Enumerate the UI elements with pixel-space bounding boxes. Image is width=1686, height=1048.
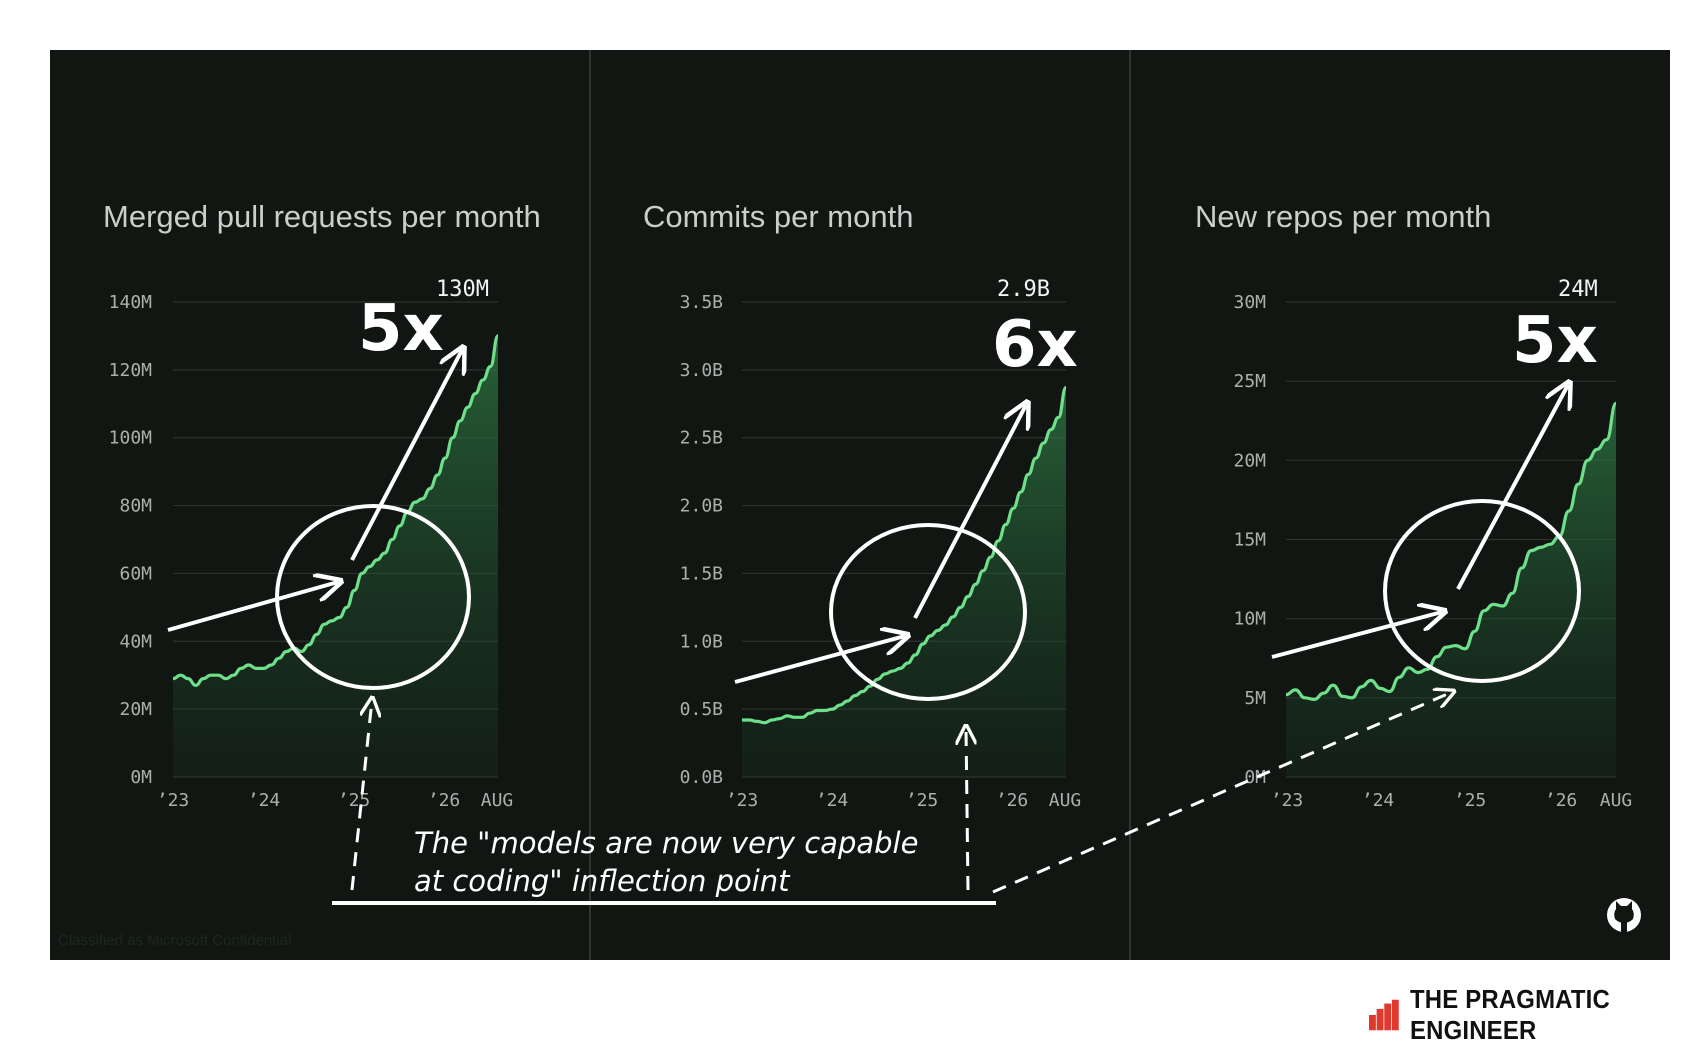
x-tick-label: ’24 bbox=[248, 790, 281, 811]
highlight-circle bbox=[829, 523, 1027, 701]
trend-arrow bbox=[913, 405, 1026, 619]
x-tick-label: ’25 bbox=[906, 790, 939, 811]
y-tick-label: 0.0B bbox=[680, 767, 723, 788]
x-tick-label: ’23 bbox=[157, 790, 190, 811]
dashed-pointer bbox=[966, 728, 968, 891]
y-tick-label: 2.5B bbox=[680, 428, 723, 449]
y-tick-label: 3.0B bbox=[680, 360, 723, 381]
x-tick-label: ’23 bbox=[1271, 790, 1304, 811]
y-tick-label: 40M bbox=[119, 631, 152, 652]
multiplier-label: 5x bbox=[1512, 304, 1598, 378]
x-tick-label: AUG bbox=[1600, 790, 1633, 811]
series-line bbox=[742, 385, 1068, 725]
x-tick-label: ’24 bbox=[816, 790, 849, 811]
x-tick-label: ’24 bbox=[1362, 790, 1395, 811]
x-tick-label: ’26 bbox=[996, 790, 1029, 811]
x-tick-label: ’26 bbox=[428, 790, 461, 811]
y-tick-label: 20M bbox=[119, 699, 152, 720]
annotation-note-line2: at coding" inflection point bbox=[414, 864, 791, 898]
series-line bbox=[172, 334, 500, 687]
multiplier-label: 6x bbox=[992, 308, 1078, 382]
dashed-pointer bbox=[350, 700, 372, 891]
dashed-pointer bbox=[992, 692, 1452, 894]
chart-title-merged-prs: Merged pull requests per month bbox=[103, 199, 541, 234]
x-tick-label: ’25 bbox=[338, 790, 371, 811]
bar-chart-logo-icon bbox=[1369, 999, 1399, 1031]
y-tick-label: 25M bbox=[1233, 371, 1266, 392]
x-tick-label: ’26 bbox=[1545, 790, 1578, 811]
y-tick-label: 60M bbox=[119, 563, 152, 584]
y-tick-label: 20M bbox=[1233, 450, 1266, 471]
peak-label: 24M bbox=[1558, 277, 1598, 302]
y-tick-label: 0.5B bbox=[680, 699, 723, 720]
trend-arrow bbox=[1271, 612, 1442, 659]
series-area bbox=[173, 335, 498, 777]
y-tick-label: 120M bbox=[109, 360, 153, 381]
y-tick-label: 10M bbox=[1233, 609, 1266, 630]
series-area bbox=[742, 387, 1066, 777]
y-tick-label: 1.0B bbox=[680, 631, 723, 652]
brand-name: THE PRAGMATIC ENGINEER bbox=[1409, 984, 1610, 1045]
y-tick-label: 1.5B bbox=[680, 563, 723, 584]
highlight-circle bbox=[275, 504, 471, 690]
y-tick-label: 0M bbox=[130, 767, 152, 788]
trend-arrow bbox=[350, 350, 462, 561]
y-tick-label: 5M bbox=[1244, 688, 1266, 709]
trend-arrow bbox=[734, 636, 905, 684]
chart-title-new-repos: New repos per month bbox=[1195, 199, 1491, 234]
annotation-note-line1: The "models are now very capable bbox=[414, 826, 918, 860]
y-tick-label: 3.5B bbox=[680, 292, 723, 313]
y-tick-label: 80M bbox=[119, 496, 152, 517]
y-tick-label: 100M bbox=[109, 428, 153, 449]
x-tick-label: AUG bbox=[1049, 790, 1082, 811]
y-tick-label: 140M bbox=[109, 292, 153, 313]
x-tick-label: ’23 bbox=[726, 790, 759, 811]
multiplier-label: 5x bbox=[358, 292, 444, 366]
y-tick-label: 2.0B bbox=[680, 496, 723, 517]
series-area bbox=[1286, 403, 1616, 777]
brand-footer: THE PRAGMATIC ENGINEER bbox=[1369, 984, 1686, 1046]
x-tick-label: ’25 bbox=[1454, 790, 1487, 811]
trend-arrow bbox=[1456, 385, 1568, 590]
y-tick-label: 30M bbox=[1233, 292, 1266, 313]
chart-commits: 0.0B 0.5B 1.0B 1.5B 2.0B 2.5B 3.0B 3.5B ’23 ’24 ’2… bbox=[680, 292, 1082, 811]
github-icon bbox=[1607, 898, 1641, 932]
x-tick-label: AUG bbox=[481, 790, 514, 811]
y-tick-label: 0M bbox=[1244, 767, 1266, 788]
trend-arrow bbox=[167, 582, 338, 632]
peak-label: 130M bbox=[436, 277, 489, 302]
peak-label: 2.9B bbox=[997, 277, 1050, 302]
y-tick-label: 15M bbox=[1233, 530, 1266, 551]
confidential-note: Classified as Microsoft Confidential bbox=[58, 932, 291, 949]
chart-title-commits: Commits per month bbox=[643, 199, 913, 234]
highlight-circle bbox=[1383, 499, 1581, 683]
